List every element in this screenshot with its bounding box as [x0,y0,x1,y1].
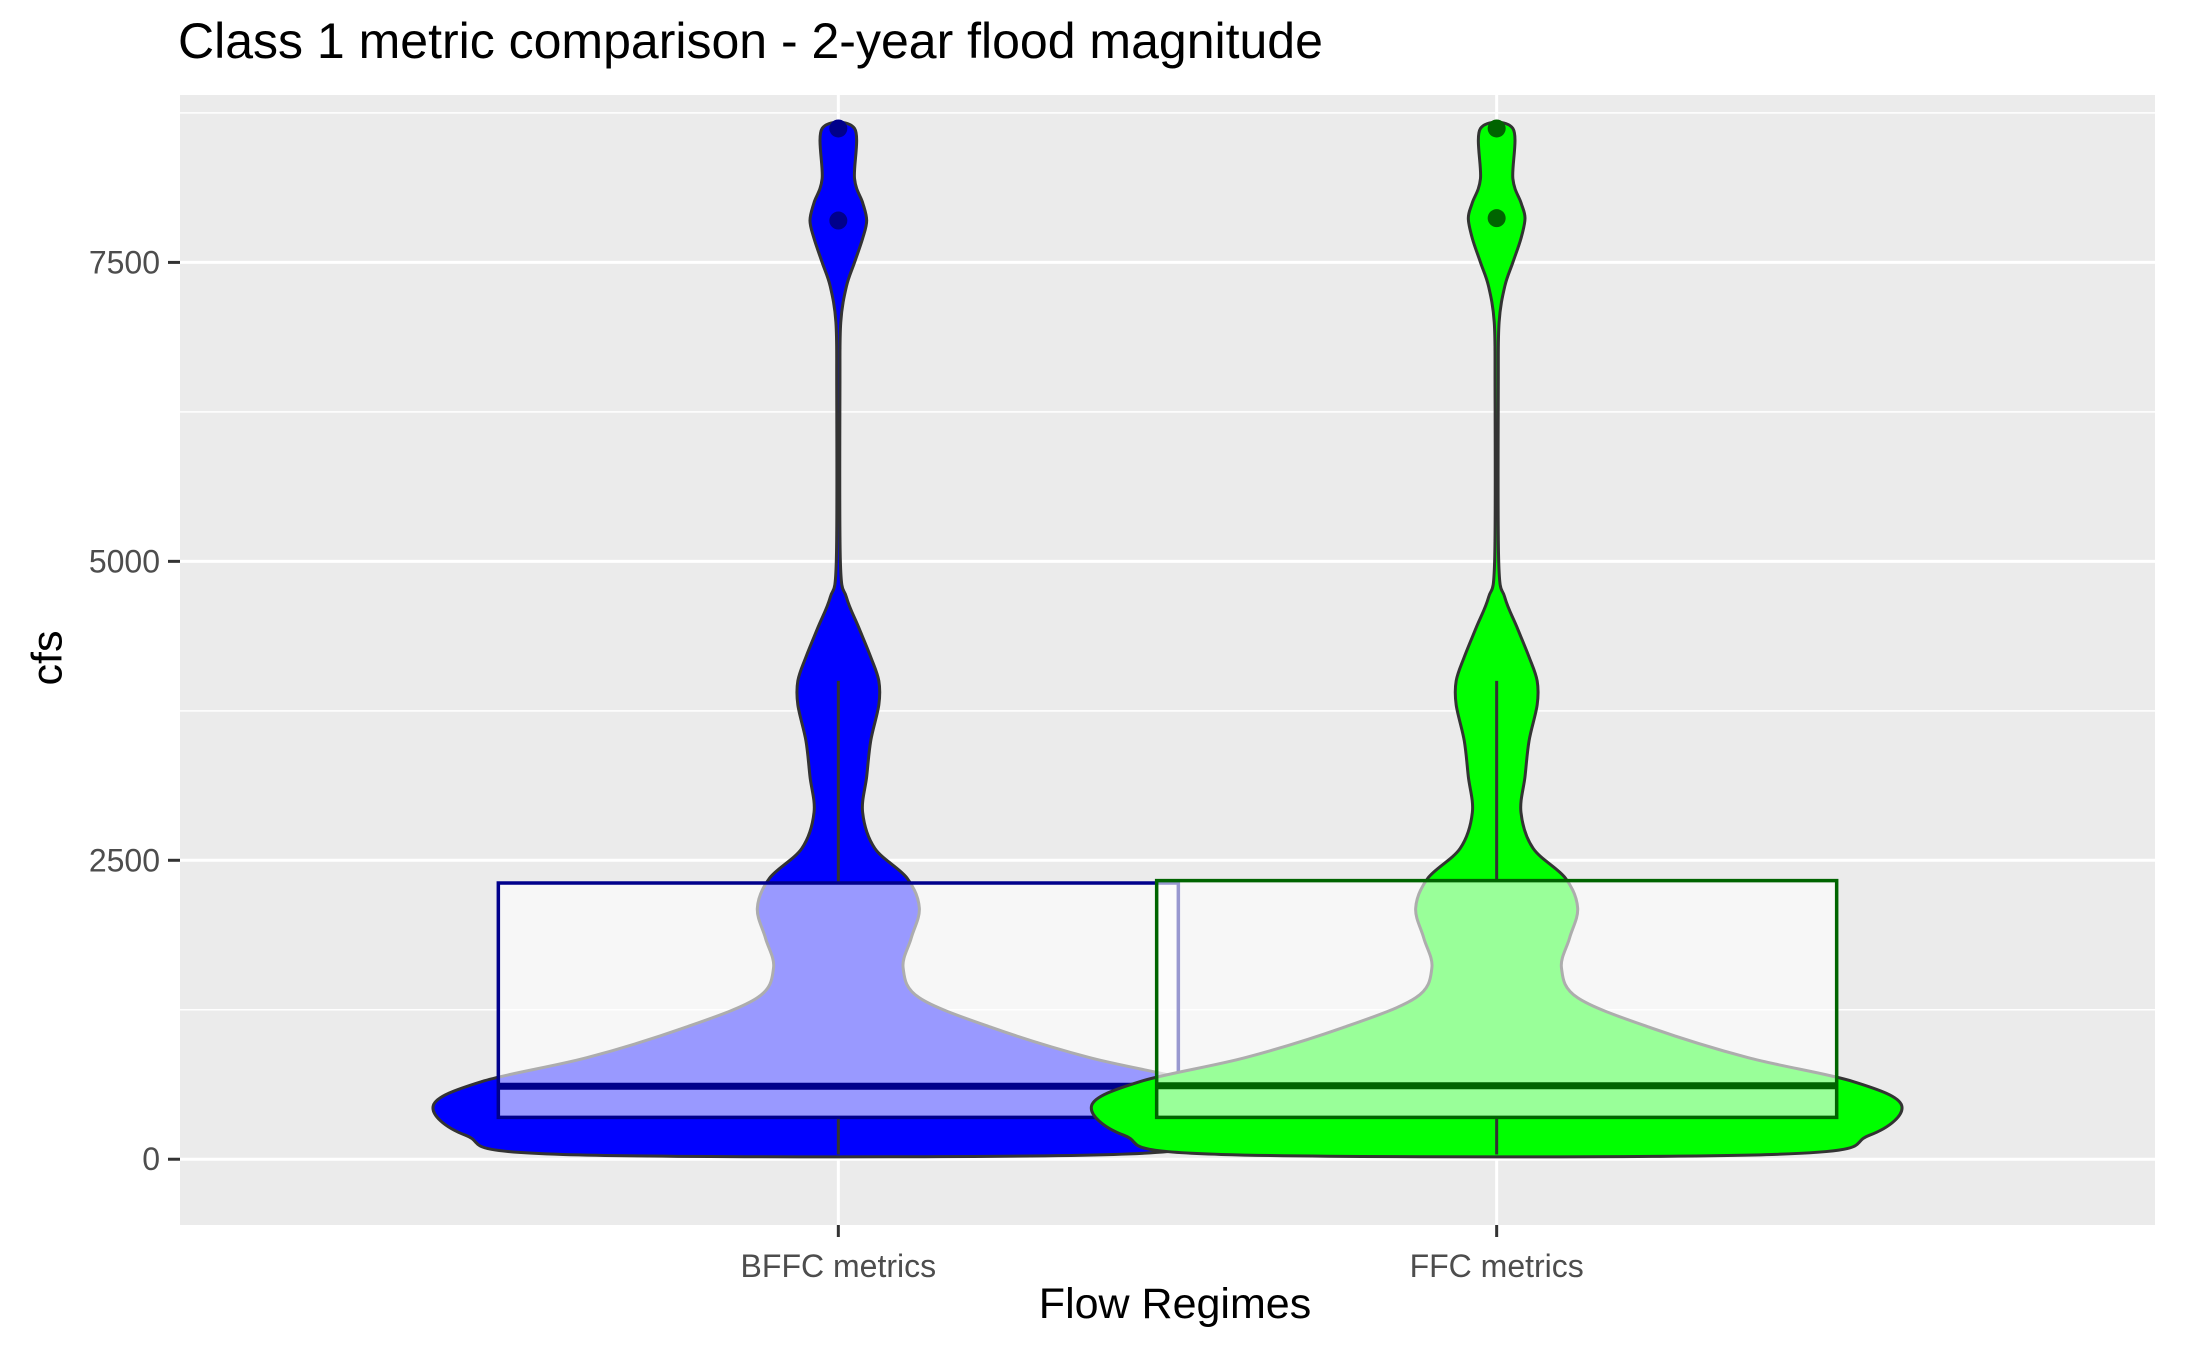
outlier-point [1487,119,1506,138]
y-tick-label: 2500 [89,842,160,878]
x-axis-label: Flow Regimes [1038,1280,1312,1328]
x-tick-label: BFFC metrics [741,1248,937,1284]
axes: 0 2500 5000 7500 BFFC metrics FFC metrics [89,244,1584,1284]
y-tick-label: 0 [142,1141,160,1177]
outlier-point [1487,209,1506,228]
y-tick-label: 7500 [89,244,160,280]
outlier-point [829,119,848,138]
chart-marks [431,119,1904,1159]
boxplot-2 [1154,878,1839,1120]
x-tick-label: FFC metrics [1410,1248,1584,1284]
outlier-point [829,211,848,230]
chart-title: Class 1 metric comparison - 2-year flood… [178,13,1323,69]
y-tick-label: 5000 [89,543,160,579]
boxplot-1 [496,881,1181,1120]
